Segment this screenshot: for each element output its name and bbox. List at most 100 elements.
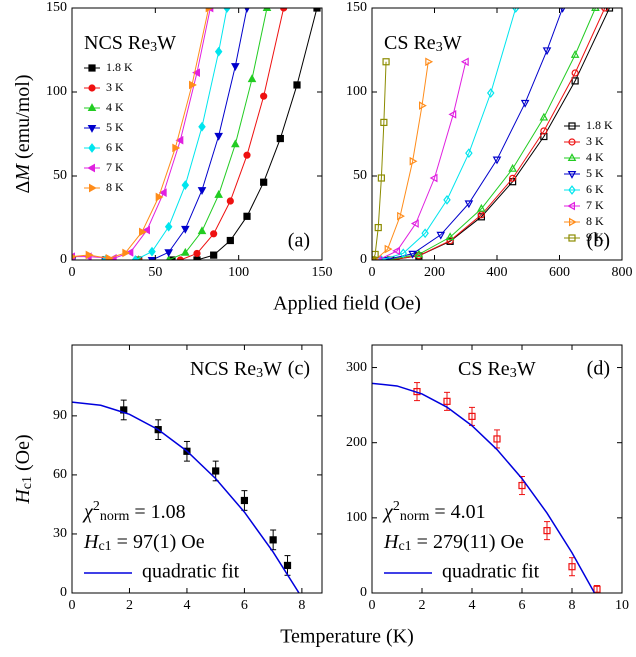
panel-title: CS Re3W <box>458 358 536 382</box>
marker <box>226 197 234 205</box>
x-axis-label: Applied field (Oe) <box>273 293 421 315</box>
marker <box>380 257 389 260</box>
legend-label: 9 K <box>586 230 604 244</box>
y-tick-label: 200 <box>346 435 367 450</box>
legend-label: 8 K <box>586 214 604 228</box>
marker <box>148 246 156 257</box>
marker <box>384 244 393 254</box>
marker <box>559 8 566 13</box>
marker <box>380 118 388 127</box>
x-tick-label: 0 <box>369 598 376 613</box>
series-line <box>372 61 387 260</box>
x-tick-label: 50 <box>148 265 162 280</box>
marker <box>85 250 94 260</box>
panel-title-part: W <box>443 32 462 54</box>
panel-title-part: 3 <box>510 366 517 381</box>
y-tick-label: 150 <box>346 0 367 15</box>
y-tick-label: 50 <box>353 168 367 183</box>
y-tick-label: 0 <box>60 585 67 600</box>
marker <box>542 47 552 56</box>
marker <box>425 57 434 67</box>
marker <box>280 8 288 12</box>
marker <box>105 254 114 260</box>
panel-letter: (d) <box>587 358 610 380</box>
marker <box>164 221 173 232</box>
marker <box>181 180 190 190</box>
series-line <box>72 8 285 260</box>
series-line <box>372 8 606 260</box>
legend-label: 5 K <box>106 120 124 134</box>
marker <box>591 8 600 11</box>
marker <box>508 163 517 172</box>
marker <box>399 248 408 259</box>
marker <box>486 88 495 98</box>
marker <box>409 156 418 166</box>
y-axis-label-part: (emu/mol) <box>12 75 34 164</box>
panel-title: CS Re3W <box>384 32 462 56</box>
marker <box>139 227 147 237</box>
marker <box>520 99 530 108</box>
marker <box>509 174 517 182</box>
marker <box>158 188 167 197</box>
legend-label: 7 K <box>586 198 604 212</box>
marker <box>276 134 284 143</box>
panel-title-part: 3 <box>150 40 157 55</box>
marker <box>392 246 400 256</box>
marker <box>465 148 473 159</box>
marker <box>283 561 292 570</box>
axes-frame <box>371 7 623 261</box>
marker <box>189 80 197 90</box>
marker <box>293 81 301 89</box>
marker <box>172 143 181 153</box>
legend-marker <box>567 153 577 161</box>
x-tick-label: 8 <box>298 598 305 613</box>
legend-marker <box>568 217 577 227</box>
panel-title-part: W <box>517 358 536 380</box>
x-tick-label: 0 <box>69 598 76 613</box>
x-tick-label: 150 <box>312 265 333 280</box>
marker <box>181 225 190 234</box>
marker <box>477 211 485 219</box>
marker <box>601 8 609 12</box>
panel-title-part: W <box>263 358 282 380</box>
hc1-annotation-part: = 97(1) Oe <box>112 531 205 553</box>
legend-marker <box>88 183 97 193</box>
marker <box>176 256 184 260</box>
chi-annotation-part: = 4.01 <box>429 501 485 523</box>
legend-marker <box>87 124 97 133</box>
marker <box>212 467 220 475</box>
x-tick-label: 6 <box>241 598 248 613</box>
marker <box>429 173 438 183</box>
marker <box>313 8 321 12</box>
marker <box>269 536 277 544</box>
marker <box>214 46 223 57</box>
panel-title-part: CS Re <box>458 358 510 380</box>
legend-label: 8 K <box>106 180 124 194</box>
marker <box>197 226 207 235</box>
panel-title-part: W <box>157 32 176 54</box>
marker <box>164 249 173 258</box>
panel-title-part: NCS Re <box>190 358 256 380</box>
legend-label: 6 K <box>586 182 604 196</box>
marker <box>421 228 429 239</box>
axes-frame <box>71 344 323 594</box>
axes-frame <box>371 344 623 594</box>
legend-marker <box>88 64 96 72</box>
legend-label: 4 K <box>106 100 124 114</box>
y-tick-label: 300 <box>346 360 367 375</box>
chi-annotation-part: χ <box>82 501 94 523</box>
y-axis-label-part: M <box>12 163 34 182</box>
marker <box>231 139 240 148</box>
legend-label: quadratic fit <box>442 561 540 583</box>
marker <box>605 8 614 12</box>
marker <box>419 101 427 110</box>
marker <box>464 200 474 209</box>
x-axis-label: Temperature (K) <box>280 626 414 648</box>
series-line <box>372 61 429 260</box>
marker <box>210 251 218 259</box>
fit-line <box>372 382 596 593</box>
marker <box>197 187 207 195</box>
marker <box>243 212 251 220</box>
y-tick-label: 60 <box>53 467 67 482</box>
hc1-annotation-part: H <box>383 531 400 553</box>
